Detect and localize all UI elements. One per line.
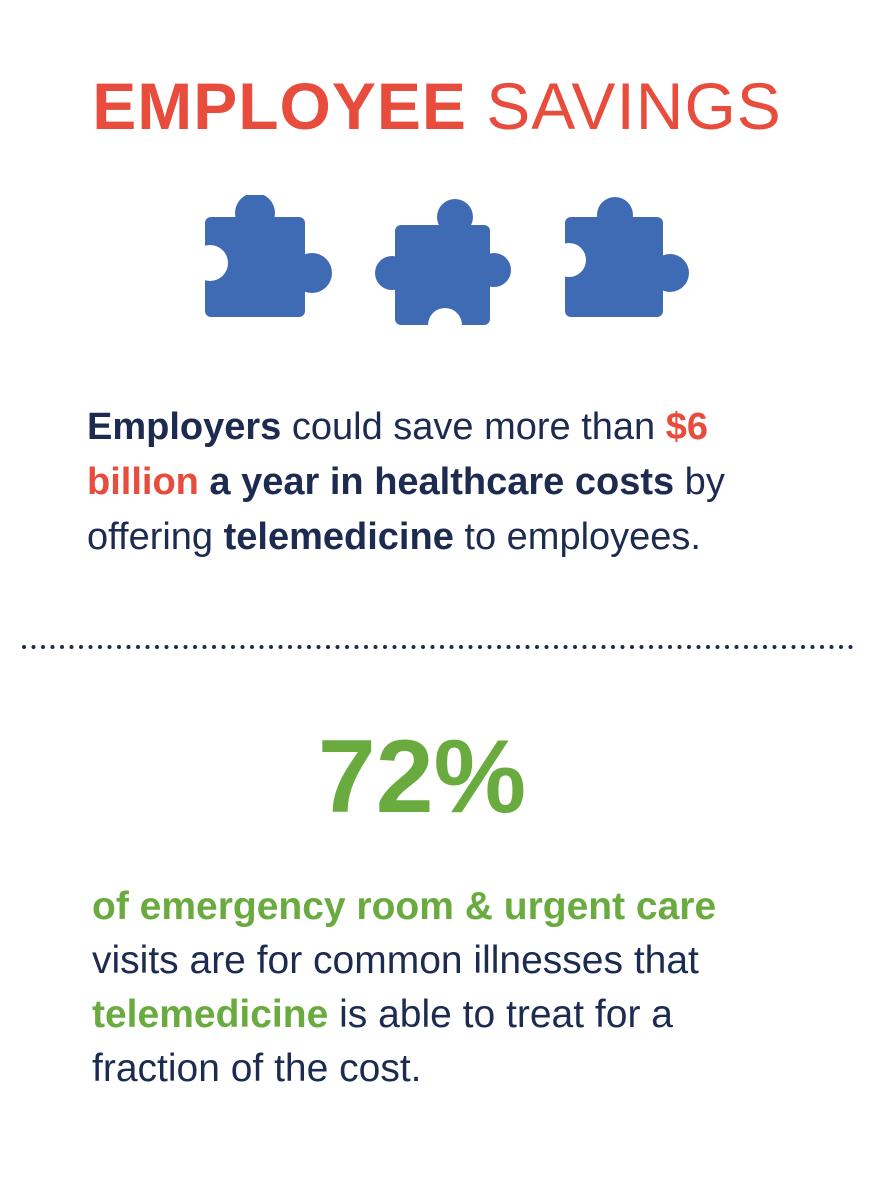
puzzle-piece (375, 199, 511, 325)
text-segment: $6 (665, 406, 709, 448)
title-light: SAVINGS (486, 69, 782, 143)
puzzle-piece (205, 195, 332, 317)
text-line: of emergency room & urgent care (92, 880, 716, 934)
paragraph-2: of emergency room & urgent care visits ar… (92, 880, 716, 1096)
text-segment: Employers (87, 406, 282, 448)
text-segment: billion (87, 461, 199, 503)
paragraph-1: Employers could save more than $6 billion… (87, 400, 725, 565)
puzzle-notch (192, 245, 228, 281)
text-line: fraction of the cost. (92, 1042, 716, 1096)
text-line: billion a year in healthcare costs by (87, 455, 725, 510)
puzzle-notch (428, 308, 462, 342)
puzzle-icons (192, 195, 689, 342)
text-segment: a year in healthcare costs (198, 461, 675, 503)
text-line: Employers could save more than $6 (87, 400, 725, 455)
text-segment: visits are for common illnesses that (92, 939, 699, 982)
text-segment: to employees. (453, 516, 701, 558)
text-line: visits are for common illnesses that (92, 934, 716, 988)
divider (22, 645, 854, 649)
text-segment: could save more than (281, 406, 666, 448)
text-line: telemedicine is able to treat for a (92, 988, 716, 1042)
stat: 72% (317, 719, 527, 835)
text-segment: telemedicine (223, 516, 454, 558)
text-segment: telemedicine (92, 993, 329, 1036)
text-line: offering telemedicine to employees. (87, 510, 725, 565)
title-bold: EMPLOYEE (92, 69, 467, 143)
text-segment: is able to treat for a (328, 993, 673, 1036)
text-segment: offering (87, 516, 224, 558)
title: EMPLOYEE SAVINGS (0, 68, 874, 144)
puzzle-piece (565, 197, 689, 317)
text-segment: of emergency room & urgent care (92, 885, 717, 928)
puzzle-notch (552, 243, 586, 277)
text-segment: by (674, 461, 725, 503)
text-segment: fraction of the cost. (92, 1047, 422, 1090)
